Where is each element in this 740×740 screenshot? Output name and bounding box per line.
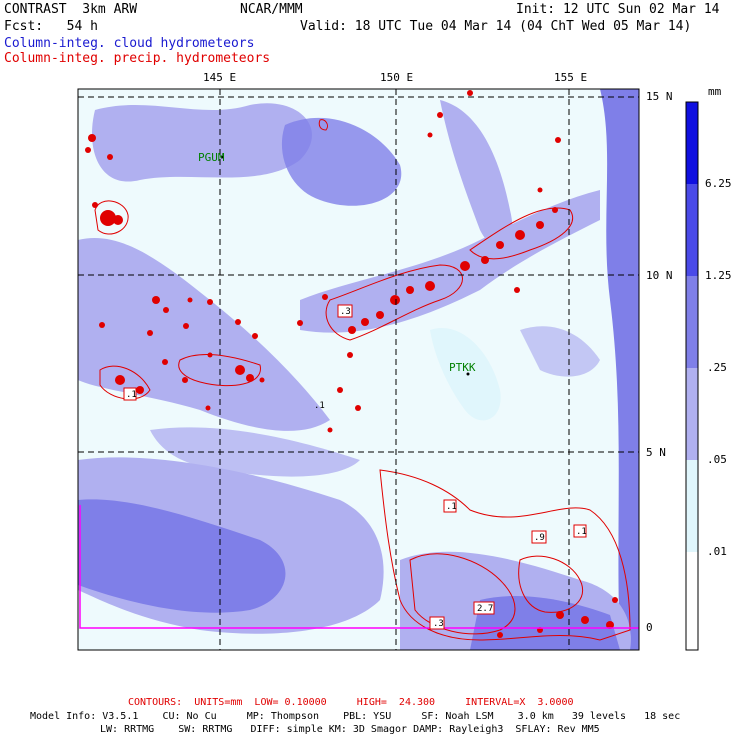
model-title: CONTRAST 3km ARW [4, 2, 138, 17]
colorbar-band-5 [686, 460, 698, 552]
valid-time: Valid: 18 UTC Tue 04 Mar 14 (04 ChT Wed … [300, 19, 692, 34]
lon-label-145: 145 E [203, 71, 237, 84]
field-layer [78, 89, 639, 650]
lat-label-15n: 15 N [646, 90, 673, 103]
contour-label: .1 [576, 527, 587, 537]
contour-label: .1 [126, 390, 137, 400]
station-ptkk: PTKK [449, 361, 476, 374]
domain-boundary [79, 505, 639, 629]
colorbar-label: 1.25 [705, 269, 732, 282]
lat-label-10n: 10 N [646, 269, 673, 282]
colorbar-label: .01 [707, 545, 727, 558]
org-label: NCAR/MMM [240, 2, 303, 17]
lat-label-5n: 5 N [646, 446, 666, 459]
station-ptkk-marker [466, 372, 470, 376]
contour-label: .3 [340, 307, 351, 317]
model-info-line1: Model Info: V3.5.1 CU: No Cu MP: Thompso… [30, 711, 681, 722]
contour-label: 2.7 [477, 604, 494, 614]
lon-label-155: 155 E [554, 71, 588, 84]
contour-label: .3 [433, 619, 444, 629]
colorbar-label: .05 [707, 453, 727, 466]
lat-lon-grid [78, 89, 639, 650]
station-pgum: PGUM [198, 151, 225, 164]
colorbar [685, 101, 699, 651]
colorbar-unit: mm [708, 85, 722, 98]
init-time: Init: 12 UTC Sun 02 Mar 14 [516, 2, 720, 17]
field-cloud-label: Column-integ. cloud hydrometeors [4, 36, 255, 51]
map-frame [77, 88, 640, 651]
precip-cells [85, 90, 618, 638]
contour-label: .1 [314, 401, 325, 411]
colorbar-band-4 [686, 368, 698, 460]
colorbar-label: .25 [707, 361, 727, 374]
colorbar-label: 6.25 [705, 177, 732, 190]
colorbar-band-3 [686, 276, 698, 368]
station-pgum-marker [220, 155, 224, 159]
cloud-field [78, 89, 639, 650]
contours-info: CONTOURS: UNITS=mm LOW= 0.10000 HIGH= 24… [128, 697, 574, 708]
field-precip-label: Column-integ. precip. hydrometeors [4, 51, 271, 66]
colorbar-band-2 [686, 184, 698, 276]
contour-label-boxes [123, 304, 587, 630]
colorbar-band-1 [686, 102, 698, 184]
lon-label-150: 150 E [380, 71, 414, 84]
lat-label-0: 0 [646, 621, 653, 634]
colorbar-band-6 [686, 552, 698, 650]
forecast-hour: Fcst: 54 h [4, 19, 98, 34]
contour-label: .1 [446, 502, 457, 512]
contour-label: .9 [534, 533, 545, 543]
model-info-line2: LW: RRTMG SW: RRTMG DIFF: simple KM: 3D … [100, 724, 600, 735]
